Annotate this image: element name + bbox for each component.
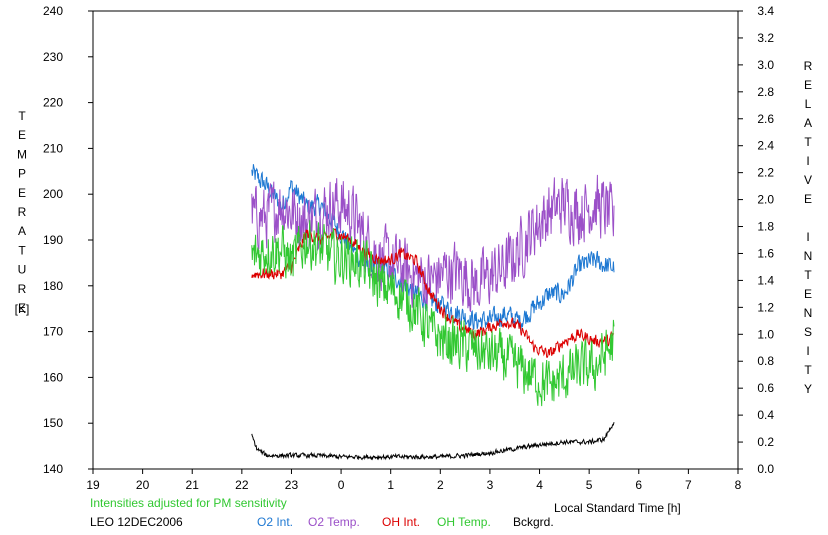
plot-frame bbox=[92, 10, 739, 470]
x-tick-label: 23 bbox=[285, 478, 299, 492]
y-left-label-char: R bbox=[18, 282, 27, 296]
y-right-tick-label: 1.2 bbox=[757, 300, 774, 314]
station-date: LEO 12DEC2006 bbox=[90, 515, 183, 529]
y-left-tick-label: 190 bbox=[43, 233, 63, 247]
y-right-tick-label: 2.2 bbox=[757, 166, 774, 180]
y-left-label-char: E bbox=[18, 301, 26, 315]
y-right-tick-label: 1.4 bbox=[757, 273, 774, 287]
y-left-tick-label: 170 bbox=[43, 325, 63, 339]
legend-entry: O2 Int. bbox=[257, 515, 293, 529]
x-tick-label: 1 bbox=[387, 478, 394, 492]
series-line-oh-int bbox=[251, 228, 615, 358]
series-layer bbox=[251, 164, 615, 461]
y-right-tick-label: 1.0 bbox=[757, 327, 774, 341]
y-right-label-char: T bbox=[804, 135, 812, 149]
y-left-tick-label: 210 bbox=[43, 141, 63, 155]
y-right-label-char: T bbox=[804, 363, 812, 377]
y-right-label-char: N bbox=[804, 306, 813, 320]
y-right-label-char: I bbox=[806, 230, 809, 244]
legend-entry: Bckgrd. bbox=[513, 515, 554, 529]
x-tick-label: 3 bbox=[487, 478, 494, 492]
y-left-tick-label: 230 bbox=[43, 50, 63, 64]
y-left-tick-label: 240 bbox=[43, 4, 63, 18]
y-right-label-char: R bbox=[804, 59, 813, 73]
y-right-label-char: Y bbox=[804, 382, 812, 396]
y-right-label-char: S bbox=[804, 325, 812, 339]
y-left-label-char: R bbox=[18, 205, 27, 219]
y-left-tick-label: 180 bbox=[43, 279, 63, 293]
y-right-label-char: T bbox=[804, 268, 812, 282]
y-right-tick-label: 3.4 bbox=[757, 4, 774, 18]
series-line-bckgrd bbox=[251, 422, 615, 461]
y-left-unit: [K] bbox=[15, 302, 30, 316]
x-tick-label: 8 bbox=[735, 478, 742, 492]
y-right-label-char: I bbox=[806, 154, 809, 168]
y-right-tick-label: 3.2 bbox=[757, 31, 774, 45]
y-right-label-char: V bbox=[804, 173, 812, 187]
sensitivity-note: Intensities adjusted for PM sensitivity bbox=[90, 496, 287, 510]
y-right-tick-label: 2.0 bbox=[757, 193, 774, 207]
y-right-label-char: I bbox=[806, 344, 809, 358]
legend-entry: O2 Temp. bbox=[308, 515, 360, 529]
x-tick-label: 5 bbox=[586, 478, 593, 492]
y-right-tick-label: 1.8 bbox=[757, 220, 774, 234]
y-left-label-char: A bbox=[18, 224, 26, 238]
y-right-tick-label: 3.0 bbox=[757, 58, 774, 72]
y-right-tick-label: 0.0 bbox=[757, 462, 774, 476]
legend: O2 Int. O2 Temp. OH Int. OH Temp. Bckgrd. bbox=[257, 515, 554, 529]
y-axis-right: 0.0 0.2 0.4 0.6 0.8 1.0 1.2 1.4 1.6 1.8 2.0 2.2 2.4 2… bbox=[738, 4, 774, 476]
legend-entry: OH Int. bbox=[382, 515, 420, 529]
y-right-label-char: E bbox=[804, 78, 812, 92]
y-left-tick-label: 200 bbox=[43, 187, 63, 201]
x-tick-label: 6 bbox=[635, 478, 642, 492]
series-line-o2-int bbox=[251, 164, 615, 331]
y-axis-left: 140 150 160 170 180 190 200 210 220 230 240 bbox=[43, 4, 93, 476]
y-left-tick-label: 160 bbox=[43, 370, 63, 384]
x-tick-label: 19 bbox=[86, 478, 100, 492]
x-tick-label: 7 bbox=[685, 478, 692, 492]
y-left-label-char: E bbox=[18, 128, 26, 142]
y-right-label-char: N bbox=[804, 249, 813, 263]
y-left-label-char: P bbox=[18, 167, 26, 181]
y-left-label-char: U bbox=[18, 263, 27, 277]
y-left-tick-label: 220 bbox=[43, 96, 63, 110]
x-tick-label: 0 bbox=[338, 478, 345, 492]
series-line-oh-temp bbox=[251, 220, 615, 407]
x-tick-label: 20 bbox=[136, 478, 150, 492]
series-line-o2-temp bbox=[251, 174, 615, 312]
y-right-label-char: E bbox=[804, 192, 812, 206]
y-left-tick-label: 150 bbox=[43, 416, 63, 430]
y-right-label-char: A bbox=[804, 116, 812, 130]
y-right-tick-label: 2.8 bbox=[757, 85, 774, 99]
x-axis-label: Local Standard Time [h] bbox=[554, 501, 681, 515]
y-left-tick-label: 140 bbox=[43, 462, 63, 476]
x-tick-label: 22 bbox=[235, 478, 249, 492]
y-left-label-char: M bbox=[17, 147, 27, 161]
y-left-label-char: T bbox=[18, 243, 26, 257]
x-tick-label: 4 bbox=[536, 478, 543, 492]
y-right-tick-label: 0.6 bbox=[757, 381, 774, 395]
y-right-tick-label: 0.8 bbox=[757, 354, 774, 368]
y-right-tick-label: 0.4 bbox=[757, 408, 774, 422]
y-left-label-char: E bbox=[18, 186, 26, 200]
y-right-label-char: E bbox=[804, 287, 812, 301]
y-right-tick-label: 0.2 bbox=[757, 435, 774, 449]
x-tick-label: 2 bbox=[437, 478, 444, 492]
x-axis: 19 20 21 22 23 0 1 2 3 4 5 6 7 8 bbox=[86, 469, 742, 492]
y-right-tick-label: 2.4 bbox=[757, 139, 774, 153]
y-left-label-char: T bbox=[18, 109, 26, 123]
y-right-tick-label: 1.6 bbox=[757, 246, 774, 260]
legend-entry: OH Temp. bbox=[437, 515, 491, 529]
x-tick-label: 21 bbox=[186, 478, 200, 492]
y-right-tick-label: 2.6 bbox=[757, 112, 774, 126]
y-right-label-char: L bbox=[805, 97, 812, 111]
